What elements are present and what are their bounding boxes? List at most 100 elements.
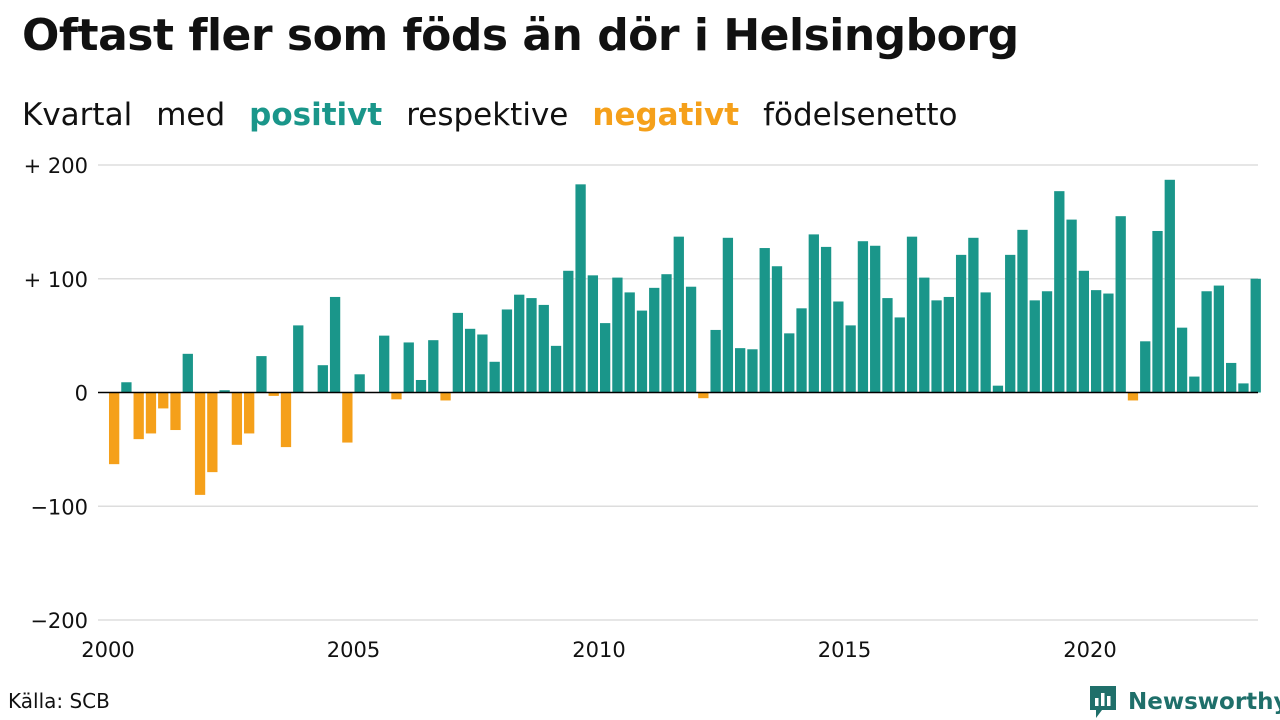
subtitle-word-fodelsenetto: födelsenetto <box>763 97 958 133</box>
bar <box>403 342 414 393</box>
bar <box>747 349 758 393</box>
brand-name: Newsworthy <box>1128 689 1280 715</box>
x-tick-label: 2000 <box>81 638 134 662</box>
bar <box>735 348 746 393</box>
bar <box>391 392 402 400</box>
newsworthy-logo-icon <box>1090 686 1116 718</box>
bar <box>415 379 427 393</box>
y-tick-label: −100 <box>30 495 88 519</box>
bar <box>1066 219 1077 393</box>
bar <box>845 325 856 393</box>
x-axis-labels: 2000 2005 2010 2015 2020 <box>81 638 1116 662</box>
bar <box>599 323 611 393</box>
bar <box>145 392 157 434</box>
bar <box>452 312 463 393</box>
bar <box>661 274 672 393</box>
bar <box>698 392 709 399</box>
bar <box>759 248 770 393</box>
bar-chart: + 200 + 100 0 −100 −200 2000 2005 2010 2015 2020 <box>24 154 1261 662</box>
bar <box>293 325 304 393</box>
newsworthy-logo: Newsworthy <box>1088 684 1280 720</box>
bar <box>808 234 819 393</box>
bar <box>1127 392 1139 401</box>
bar <box>108 392 120 465</box>
bar <box>550 345 562 393</box>
bar <box>919 277 930 393</box>
bar <box>1005 254 1016 393</box>
y-tick-label: + 100 <box>24 268 88 292</box>
bar <box>710 329 721 393</box>
bar <box>882 298 893 393</box>
bar <box>980 292 991 393</box>
bar <box>636 310 648 393</box>
bar <box>1115 216 1126 393</box>
bar <box>329 296 341 393</box>
bar <box>1140 341 1151 393</box>
bar <box>501 309 513 393</box>
bar <box>1041 291 1053 393</box>
gridlines <box>98 164 1258 621</box>
bar <box>170 392 181 431</box>
bar <box>379 335 390 393</box>
x-tick-label: 2020 <box>1063 638 1116 662</box>
subtitle-word-kvartal: Kvartal <box>22 97 133 133</box>
y-tick-label: −200 <box>30 609 88 633</box>
bar <box>685 286 697 393</box>
bar <box>563 270 574 393</box>
bar <box>280 392 292 448</box>
bar <box>992 385 1004 393</box>
bar <box>1201 291 1212 393</box>
bar <box>968 237 979 393</box>
bar <box>219 390 230 393</box>
bar <box>440 392 451 401</box>
bar <box>1176 327 1188 393</box>
bar <box>771 266 783 393</box>
bar <box>833 301 844 393</box>
bar <box>342 392 353 443</box>
y-tick-label: 0 <box>75 382 88 406</box>
bar <box>857 241 869 393</box>
subtitle-word-respektive: respektive <box>406 97 569 133</box>
x-tick-label: 2015 <box>818 638 871 662</box>
chart-subtitle: Kvartal med positivt respektive negativt föde… <box>22 97 982 133</box>
bar <box>194 392 206 495</box>
subtitle-positive-label: positivt <box>249 97 383 133</box>
bar <box>906 236 918 393</box>
bar <box>317 365 328 393</box>
bar <box>1078 270 1090 393</box>
bar <box>354 374 365 393</box>
bar <box>538 304 549 393</box>
bar <box>870 245 881 393</box>
bar <box>722 237 734 393</box>
subtitle-word-med: med <box>156 97 226 133</box>
bar <box>1029 300 1040 393</box>
subtitle-negative-label: negativt <box>592 97 740 133</box>
bar <box>575 184 586 393</box>
bar <box>182 353 193 393</box>
bar <box>1017 229 1028 393</box>
bar <box>1250 278 1261 393</box>
bar <box>158 392 169 409</box>
bar <box>514 294 525 393</box>
bar <box>244 392 255 434</box>
x-tick-label: 2005 <box>327 638 380 662</box>
chart-title: Oftast fler som föds än dör i Helsingbor… <box>22 10 1019 61</box>
bar <box>268 392 279 396</box>
bar <box>673 236 684 393</box>
bar <box>955 254 967 393</box>
bar <box>1152 230 1163 393</box>
bar <box>1238 383 1249 393</box>
bar <box>1226 362 1237 393</box>
y-axis-labels: + 200 + 100 0 −100 −200 <box>24 154 88 633</box>
bar <box>649 287 660 393</box>
bar <box>624 292 635 393</box>
bar <box>133 392 144 440</box>
bars <box>108 179 1261 495</box>
x-tick-label: 2010 <box>572 638 625 662</box>
bar <box>1054 191 1065 393</box>
bar <box>428 340 439 393</box>
bar <box>820 246 832 393</box>
source-note: Källa: SCB <box>8 689 110 713</box>
bar <box>587 275 599 393</box>
bar <box>464 328 476 393</box>
